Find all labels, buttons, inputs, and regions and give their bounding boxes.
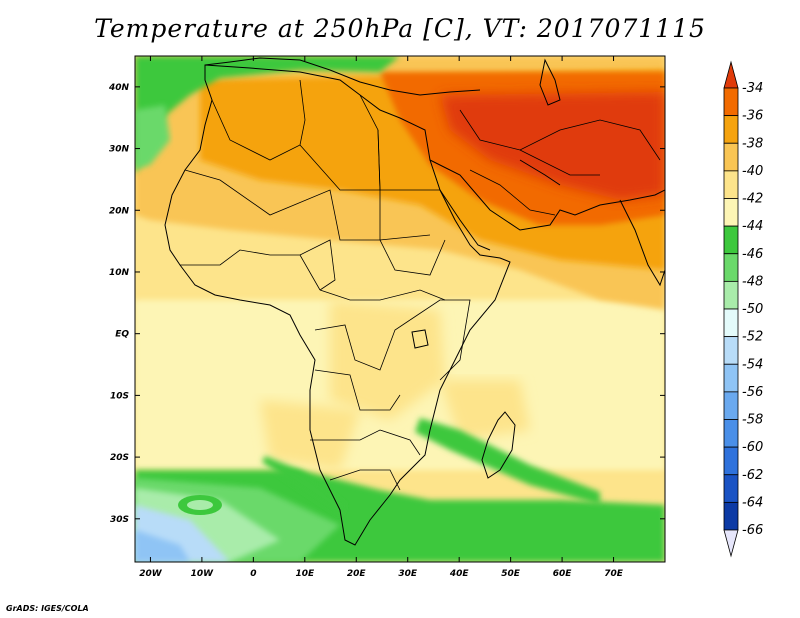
border-south-africa (329, 469, 401, 491)
lon-tick-label: 20E (347, 569, 367, 579)
lon-tick-label: 70E (604, 569, 624, 579)
colorbar-label: -66 (742, 523, 763, 538)
border-saudi (469, 169, 556, 216)
colorbar-swatch (723, 115, 739, 144)
colorbar-swatch (723, 363, 739, 393)
colorbar-swatch (723, 142, 739, 172)
colorbar-swatch (723, 501, 739, 531)
colorbar-swatch (723, 308, 739, 338)
caspian-coast (539, 58, 561, 106)
lon-tick-label: 0 (250, 569, 256, 579)
field-mozambique-streak (415, 418, 600, 505)
mediterranean-north-coast (204, 57, 481, 96)
map-frame (134, 55, 666, 563)
colorbar-swatch (723, 198, 739, 227)
field-atlantic-ring-core (187, 500, 213, 510)
colorbar-swatch (723, 87, 739, 117)
lon-tick-label: 10E (295, 569, 315, 579)
field-nw-cool (135, 56, 400, 175)
lat-tick-label: 40N (108, 83, 130, 93)
colorbar-top-cap (723, 60, 739, 89)
colorbar-swatch (723, 474, 739, 503)
lat-tick-label: 10N (109, 268, 130, 278)
grads-credit: GrADS: IGES/COLA (6, 604, 89, 613)
colorbar-label: -46 (742, 247, 763, 262)
colorbar-label: -34 (742, 81, 763, 96)
colorbar-label: -60 (742, 440, 763, 455)
colorbar-label: -36 (742, 109, 763, 124)
red-sea-coast (439, 189, 491, 251)
lon-tick-label: 10W (191, 569, 215, 579)
colorbar-swatch (723, 225, 739, 255)
longitude-axis: 20W 10W 0 10E 20E 30E 40E 50E 60E 70E (139, 56, 624, 579)
lon-tick-label: 50E (501, 569, 521, 579)
colorbar-label: -50 (742, 302, 763, 317)
lon-tick-label: 30E (398, 569, 418, 579)
coastlines (164, 57, 665, 546)
lat-tick-label: 20N (109, 206, 130, 216)
lon-tick-label: 40E (449, 569, 470, 579)
colorbar-label: -42 (742, 192, 763, 207)
field-central-africa (330, 300, 445, 420)
india-coastline (619, 199, 665, 287)
lat-tick-label: 20S (110, 453, 129, 463)
colorbar-label: -56 (742, 385, 763, 400)
colorbar-swatch (723, 280, 739, 310)
colorbar-label: -52 (742, 330, 763, 345)
lon-tick-label: 20W (139, 569, 163, 579)
colorbar-swatch (723, 336, 739, 365)
colorbar-label: -62 (742, 468, 763, 483)
arabia-coastline (429, 159, 665, 231)
colorbar-label: -44 (742, 219, 763, 234)
border-central-africa (319, 289, 446, 301)
latitude-axis: 40N 30N 20N 10N EQ 10S 20S 30S (108, 83, 665, 525)
border-algeria (211, 79, 306, 161)
colorbar-label: -58 (742, 413, 763, 428)
colorbar-label: -40 (742, 164, 763, 179)
temperature-field (135, 56, 665, 562)
colorbar-bottom-cap (723, 529, 739, 558)
lat-tick-label: EQ (115, 330, 129, 340)
field-angola-warm (260, 400, 360, 470)
field-atlantic-streak (262, 456, 345, 515)
africa-coastline (164, 64, 511, 546)
map-title: Temperature at 250hPa [C], VT: 201707111… (94, 14, 706, 43)
border-iran (519, 149, 600, 176)
lat-tick-label: 30S (110, 515, 129, 525)
colorbar-swatch (723, 391, 739, 420)
colorbar: -34 -36 -38 -40 -42 -44 -46 -48 -50 -52 -54 -56 -58 -… (723, 60, 763, 558)
border-southern-africa (310, 429, 421, 456)
lat-tick-label: 10S (110, 391, 129, 401)
border-east-africa (409, 299, 471, 381)
colorbar-swatch (723, 253, 739, 282)
border-congo (314, 319, 411, 371)
colorbar-label: -48 (742, 274, 763, 289)
colorbar-swatch (723, 170, 739, 199)
colorbar-label: -38 (742, 136, 763, 151)
country-borders (180, 79, 661, 491)
field-south-56 (135, 530, 190, 562)
border-middle-east (459, 109, 661, 161)
border-nigeria-chad (299, 239, 336, 291)
field-nw-cooler (135, 105, 170, 170)
border-angola (314, 369, 401, 411)
colorbar-label: -64 (742, 495, 763, 510)
madagascar-coastline (481, 411, 516, 479)
field-north-34 (440, 92, 665, 200)
persian-gulf-coast (519, 159, 561, 186)
field-madagascar-warm (440, 380, 530, 440)
border-sudan (379, 190, 446, 276)
lat-tick-label: 30N (109, 145, 130, 155)
border-west-africa (180, 249, 321, 291)
lon-tick-label: 60E (553, 569, 573, 579)
colorbar-swatch (723, 419, 739, 448)
lake-victoria (411, 329, 429, 349)
colorbar-label: -54 (742, 357, 763, 372)
colorbar-swatch (723, 446, 739, 476)
